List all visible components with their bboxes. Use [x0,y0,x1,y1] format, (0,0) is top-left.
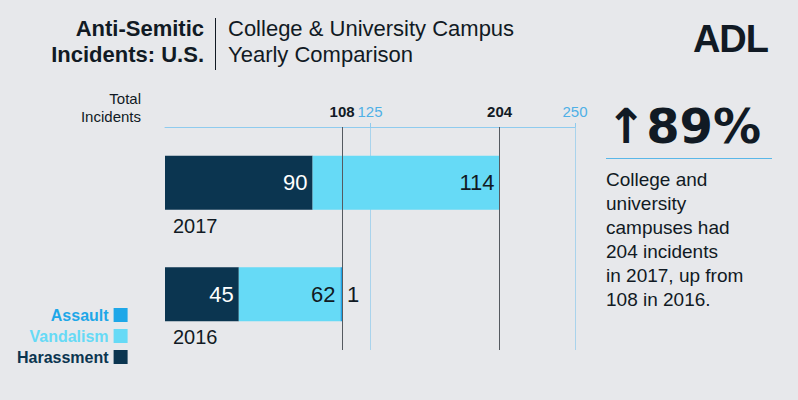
html-text:↑89%: ↑89% [606,98,762,154]
svg-text:90: 90 [283,170,307,195]
svg-text:Total: Total [109,90,141,107]
svg-text:204: 204 [487,103,513,120]
svg-text:62: 62 [311,282,335,307]
svg-text:125: 125 [357,103,382,120]
svg-text:108: 108 [330,103,355,120]
svg-text:250: 250 [562,103,587,120]
html-text:College and university campuse: College and university campuses had 204 … [606,169,744,310]
svg-text:Assault: Assault [51,307,109,324]
svg-text:1: 1 [347,282,359,307]
svg-text:114: 114 [459,170,494,195]
svg-text:45: 45 [209,282,233,307]
svg-text:Harassment: Harassment [17,349,109,366]
html-text:College & University Campus Ye: College & University Campus Yearly Compa… [228,16,515,67]
svg-text:Incidents: Incidents [81,108,141,125]
html-text:ADL: ADL [692,18,768,60]
svg-text:2016: 2016 [173,326,218,348]
html-text:Anti-Semitic Incidents: U.S.: Anti-Semitic Incidents: U.S. [51,16,204,67]
svg-text:Vandalism: Vandalism [29,328,108,345]
svg-text:2017: 2017 [173,215,218,237]
